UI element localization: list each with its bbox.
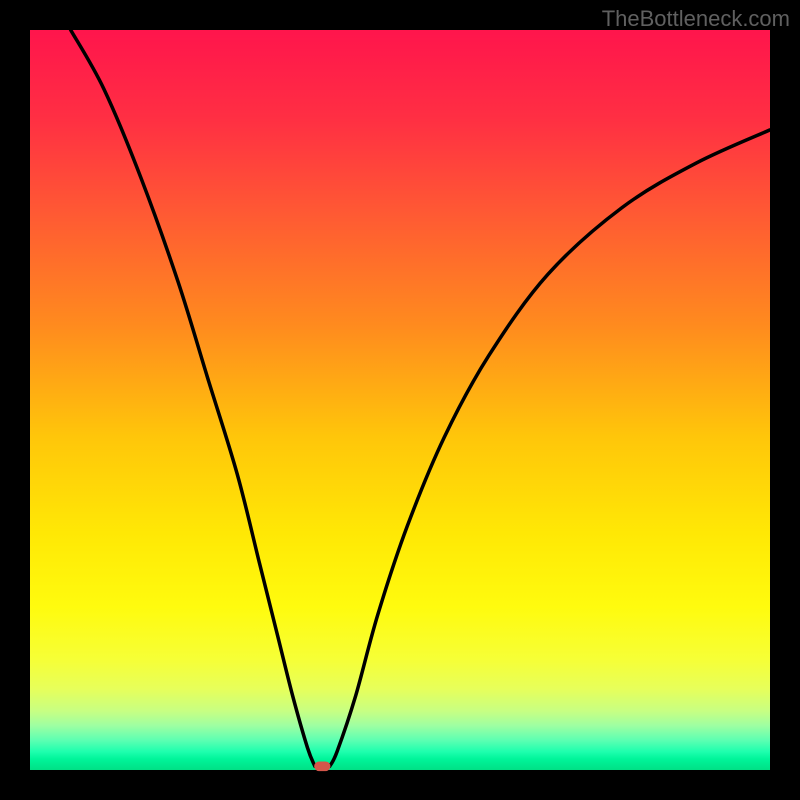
chart-svg: [0, 0, 800, 800]
chart-container: TheBottleneck.com: [0, 0, 800, 800]
watermark-text: TheBottleneck.com: [602, 6, 790, 32]
plot-gradient: [30, 30, 770, 770]
bottleneck-marker: [314, 761, 330, 771]
